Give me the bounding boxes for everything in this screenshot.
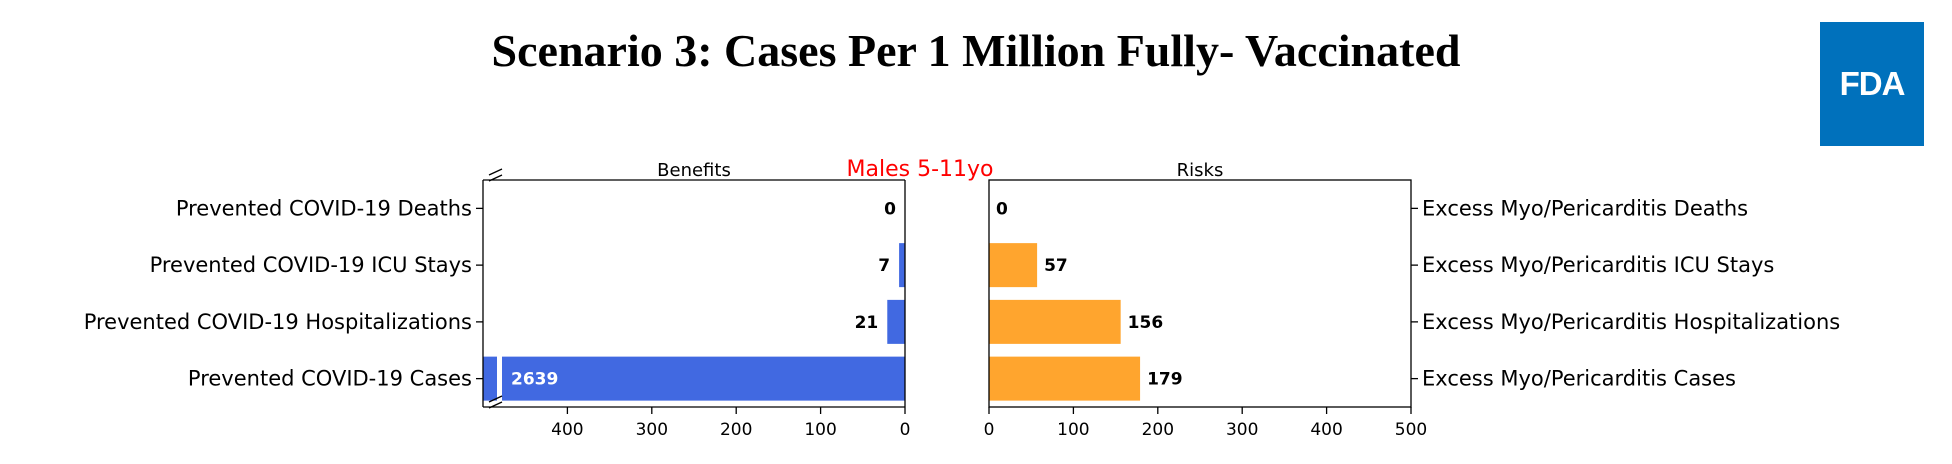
risks-xtick-label: 200 bbox=[1142, 420, 1174, 440]
axis-break-mark bbox=[488, 168, 503, 176]
benefits-bar bbox=[899, 243, 905, 288]
benefits-bar bbox=[502, 356, 905, 401]
risks-value-label: 156 bbox=[1128, 313, 1164, 333]
risks-bar bbox=[989, 356, 1141, 401]
risks-xtick-label: 100 bbox=[1057, 420, 1089, 440]
benefits-bar-stub bbox=[483, 356, 497, 401]
risks-category-label: Excess Myo/Pericarditis Hospitalizations bbox=[1422, 310, 1840, 334]
risks-frame bbox=[988, 179, 1412, 408]
benefits-xtick-label: 200 bbox=[720, 420, 752, 440]
risks-panel-title: Risks bbox=[1177, 160, 1224, 181]
risks-value-label: 0 bbox=[996, 199, 1008, 219]
axis-break-mark bbox=[488, 401, 503, 409]
benefits-xtick-label: 400 bbox=[551, 420, 583, 440]
risks-category-label: Excess Myo/Pericarditis ICU Stays bbox=[1422, 253, 1774, 277]
risks-xtick-label: 300 bbox=[1226, 420, 1258, 440]
risks-category-label: Excess Myo/Pericarditis Cases bbox=[1422, 367, 1736, 391]
benefits-value-label: 21 bbox=[855, 313, 879, 333]
chart-subtitle: Males 5-11yo bbox=[847, 157, 994, 182]
risks-xtick-label: 0 bbox=[984, 420, 995, 440]
benefits-category-label: Prevented COVID-19 Deaths bbox=[176, 196, 472, 220]
benefits-panel-title: Benefits bbox=[657, 160, 731, 181]
risks-bar bbox=[989, 299, 1121, 344]
benefits-bar bbox=[887, 299, 905, 344]
benefits-value-label: 2639 bbox=[511, 370, 558, 390]
risks-value-label: 179 bbox=[1147, 370, 1183, 390]
page-title: Scenario 3: Cases Per 1 Million Fully- V… bbox=[491, 25, 1461, 76]
risks-category-label: Excess Myo/Pericarditis Deaths bbox=[1422, 196, 1748, 220]
fda-logo: FDA bbox=[1820, 22, 1924, 146]
axis-break-mark bbox=[488, 174, 503, 182]
axis-break-mark bbox=[488, 395, 503, 403]
benefits-value-label: 0 bbox=[884, 199, 896, 219]
risks-value-label: 57 bbox=[1044, 256, 1068, 276]
benefits-xtick-label: 300 bbox=[636, 420, 668, 440]
risks-xtick-label: 500 bbox=[1395, 420, 1427, 440]
risks-xtick-label: 400 bbox=[1310, 420, 1342, 440]
benefits-category-label: Prevented COVID-19 ICU Stays bbox=[150, 253, 472, 277]
risks-bar bbox=[989, 243, 1038, 288]
benefits-xtick-label: 0 bbox=[900, 420, 911, 440]
benefits-xtick-label: 100 bbox=[804, 420, 836, 440]
benefits-category-label: Prevented COVID-19 Cases bbox=[188, 367, 472, 391]
benefits-category-label: Prevented COVID-19 Hospitalizations bbox=[84, 310, 472, 334]
benefits-value-label: 7 bbox=[878, 256, 890, 276]
